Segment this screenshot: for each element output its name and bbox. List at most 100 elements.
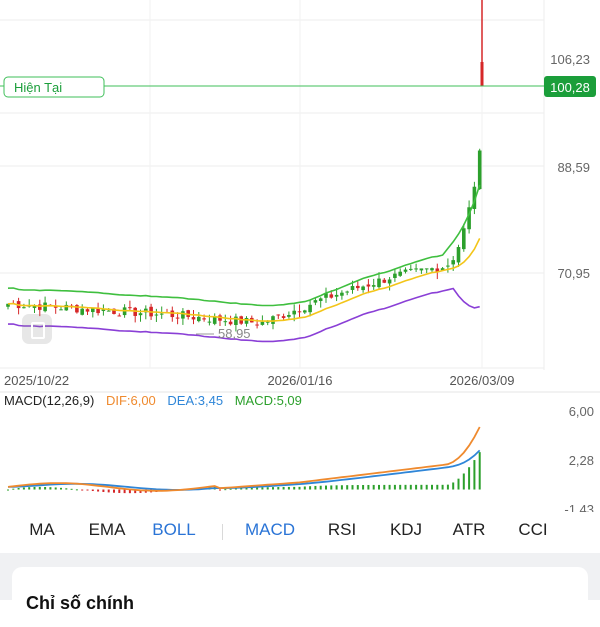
candle-body <box>112 308 116 314</box>
candle-body <box>32 305 37 308</box>
candle-body <box>117 315 122 317</box>
candle-body <box>480 62 484 86</box>
candle-body <box>287 315 291 317</box>
tab-ma[interactable]: MA <box>29 520 55 539</box>
macd-bar <box>346 485 349 490</box>
candle-body <box>324 293 328 298</box>
macd-legend-title: MACD(12,26,9) <box>4 393 94 408</box>
macd-bar <box>256 487 259 490</box>
dif-line <box>7 426 481 492</box>
candle-body <box>297 311 302 313</box>
macd-bar <box>431 484 433 490</box>
tab-kdj[interactable]: KDJ <box>389 520 423 539</box>
y-tick: 70,95 <box>557 266 590 281</box>
macd-bar <box>91 489 94 492</box>
macd-bar <box>139 489 142 493</box>
bottom-section: Chỉ số chính <box>0 553 600 627</box>
current-price-tag[interactable] <box>3 76 105 98</box>
candle-body <box>159 313 164 315</box>
macd-bar <box>33 486 36 490</box>
macd-bar <box>17 488 20 490</box>
candle-body <box>329 294 334 298</box>
macd-bar <box>250 487 253 490</box>
macd-bar <box>298 486 301 490</box>
tab-cci[interactable]: CCI <box>518 520 548 539</box>
tab-boll[interactable]: BOLL <box>152 520 196 539</box>
macd-bar <box>362 485 365 490</box>
macd-bar <box>436 484 439 490</box>
macd-bar <box>468 467 471 490</box>
macd-bar <box>282 486 285 490</box>
macd-bar <box>277 487 280 490</box>
macd-bar <box>81 489 84 491</box>
macd-histogram <box>7 452 481 494</box>
macd-bar <box>293 486 296 490</box>
candle-body <box>377 278 381 288</box>
candle-body <box>64 304 69 311</box>
macd-bar <box>356 485 359 490</box>
macd-bar <box>54 487 57 490</box>
macd-bar <box>86 489 89 491</box>
macd-bar <box>319 485 322 490</box>
tab-ema[interactable]: EMA <box>88 520 126 539</box>
candle-body <box>467 207 471 230</box>
candle-body <box>197 316 201 322</box>
macd-bar <box>367 484 370 490</box>
fullscreen-button[interactable] <box>22 314 52 344</box>
macd-bar <box>452 482 455 490</box>
candle-body <box>101 309 106 312</box>
candle-body <box>350 286 355 290</box>
macd-bar <box>478 452 481 490</box>
current-price-badge <box>544 76 596 97</box>
candle-body <box>334 294 339 297</box>
current-price-label: Hiện Tại <box>14 80 62 95</box>
macd-bar <box>38 486 41 490</box>
stock-chart[interactable]: Hiện Tại 100,28 106,23 88,59 70,95 58,95… <box>0 0 600 512</box>
macd-bar <box>266 487 269 490</box>
macd-bar <box>28 487 31 490</box>
macd-bar <box>128 489 131 494</box>
candle-body <box>409 268 413 270</box>
candle-body <box>80 308 84 315</box>
macd-bar <box>12 488 15 490</box>
candle-body <box>424 268 429 270</box>
candle-body <box>128 307 132 309</box>
candle-body <box>292 310 296 315</box>
candle-body <box>318 298 323 301</box>
macd-bar <box>97 489 100 492</box>
macd-bar <box>309 486 312 490</box>
macd-bar <box>330 485 333 490</box>
macd-bar <box>123 489 126 494</box>
candle-body <box>91 307 95 313</box>
macd-bar <box>441 484 444 490</box>
chart-grid <box>0 0 600 393</box>
candle-body <box>96 308 100 314</box>
macd-bar <box>107 489 110 493</box>
candle-body <box>371 285 376 287</box>
candle-body <box>38 304 42 310</box>
boll-mid-line <box>7 238 481 322</box>
tab-macd[interactable]: MACD <box>244 520 296 539</box>
candle-body <box>228 321 233 325</box>
x-tick: 2025/10/22 <box>4 373 69 388</box>
macd-bar <box>75 489 78 491</box>
candle-body <box>181 311 185 319</box>
macd-bar <box>325 485 327 490</box>
macd-bar <box>351 485 354 490</box>
candle-body <box>313 300 318 303</box>
macd-bar <box>404 484 407 490</box>
macd-bar <box>287 486 290 490</box>
y-tick: 88,59 <box>557 160 590 175</box>
candle-body <box>361 286 365 291</box>
candle-body <box>244 317 249 324</box>
tab-rsi[interactable]: RSI <box>327 520 357 539</box>
current-price-value: 100,28 <box>550 80 590 95</box>
macd-bar <box>388 484 391 490</box>
candle-body <box>276 314 281 316</box>
macd-bar <box>425 484 428 490</box>
tab-atr[interactable]: ATR <box>452 520 486 539</box>
macd-bar <box>102 489 105 492</box>
macd-bar <box>420 484 423 490</box>
macd-bar <box>415 484 418 490</box>
candle-body <box>234 316 238 325</box>
